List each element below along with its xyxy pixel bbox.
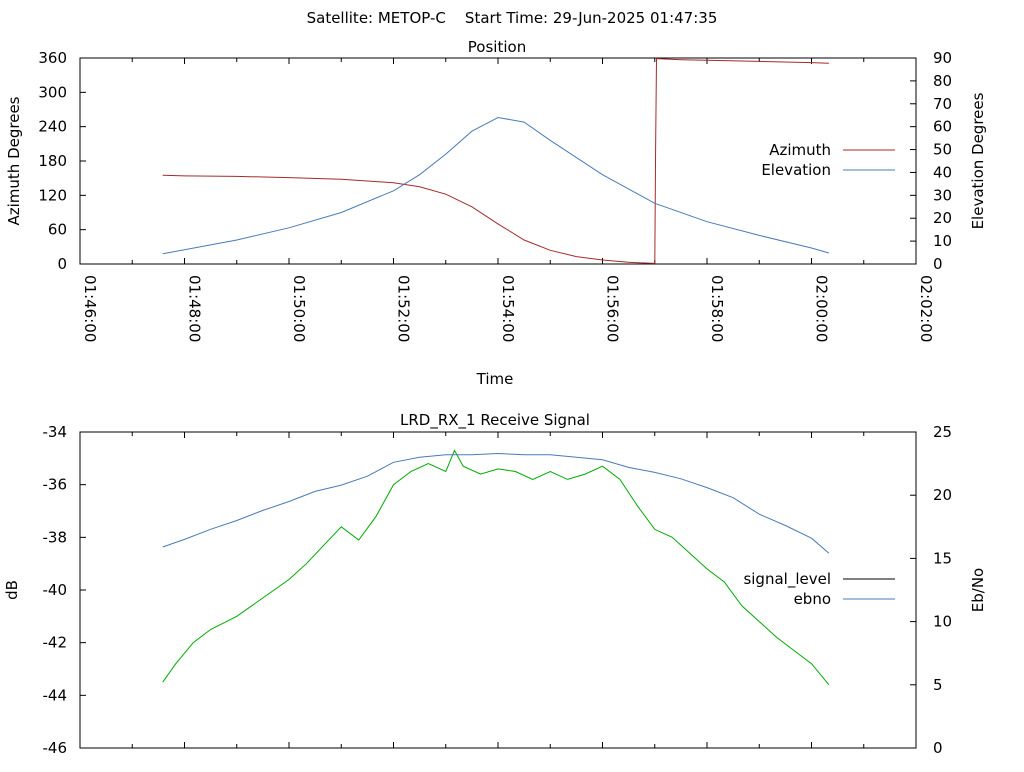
y2-tick-label: 80	[933, 72, 952, 90]
y2-tick-label: 0	[933, 255, 943, 273]
x-tick-label: 02:00:00	[813, 275, 831, 342]
y2-tick-label: 5	[933, 676, 943, 694]
y-tick-label: -36	[43, 476, 68, 494]
y-tick-label: 360	[38, 49, 67, 67]
y-tick-label: 180	[38, 152, 67, 170]
y2-tick-label: 90	[933, 49, 952, 67]
y-tick-label: -46	[43, 739, 68, 757]
series-line-ebno	[162, 452, 830, 554]
position-chart-title: Position	[468, 38, 526, 56]
y2-tick-label: 10	[933, 613, 952, 631]
y-tick-label: 0	[57, 255, 67, 273]
y2-tick-label: 60	[933, 118, 952, 136]
signal-plot-frame	[79, 431, 917, 749]
signal-y2-axis-label: Eb/No	[969, 568, 987, 612]
position-chart: Position 01:46:00 01:48:00 01:50:00 01:52:0…	[5, 38, 987, 388]
y2-tick-label: 20	[933, 486, 952, 504]
series-line-elevation	[162, 116, 830, 255]
x-tick-label: 01:52:00	[395, 275, 413, 342]
y-tick-label: -34	[43, 423, 68, 441]
receive-signal-chart: LRD_RX_1 Receive Signal -46 -44 -42 -40 -38 -…	[3, 411, 987, 757]
legend-label-ebno: ebno	[794, 590, 831, 608]
legend-label-azimuth: Azimuth	[769, 141, 831, 159]
y2-tick-label: 15	[933, 549, 952, 567]
signal-chart-title: LRD_RX_1 Receive Signal	[400, 411, 590, 430]
signal-y-axis-label: dB	[3, 580, 21, 600]
y-tick-label: 240	[38, 118, 67, 136]
y2-tick-label: 25	[933, 423, 952, 441]
x-tick-label: 01:56:00	[604, 275, 622, 342]
y2-tick-label: 30	[933, 186, 952, 204]
y-tick-label: 300	[38, 83, 67, 101]
x-tick-label: 01:58:00	[708, 275, 726, 342]
y-tick-label: 60	[48, 221, 67, 239]
report-title: Satellite: METOP-C Start Time: 29-Jun-20…	[307, 9, 718, 27]
position-y-axis-label: Azimuth Degrees	[5, 96, 23, 225]
x-tick-label: 02:02:00	[917, 275, 935, 342]
x-tick-label: 01:48:00	[186, 275, 204, 342]
y2-tick-label: 20	[933, 209, 952, 227]
y2-tick-label: 40	[933, 163, 952, 181]
position-x-axis-label: Time	[476, 370, 514, 388]
y2-tick-label: 70	[933, 95, 952, 113]
series-line-signal-level	[162, 449, 830, 686]
y2-tick-label: 0	[933, 739, 943, 757]
y-tick-label: -40	[43, 581, 68, 599]
x-tick-label: 01:50:00	[290, 275, 308, 342]
y-tick-label: -38	[43, 528, 68, 546]
y-tick-label: -42	[43, 634, 68, 652]
y2-tick-label: 50	[933, 141, 952, 159]
legend-label-elevation: Elevation	[761, 161, 831, 179]
series-line-azimuth	[162, 58, 829, 264]
legend-label-signal-level: signal_level	[743, 570, 831, 589]
x-tick-label: 01:54:00	[499, 275, 517, 342]
y2-tick-label: 10	[933, 232, 952, 250]
position-y2-axis-label: Elevation Degrees	[969, 92, 987, 229]
x-tick-label: 01:46:00	[81, 275, 99, 342]
y-tick-label: -44	[43, 686, 68, 704]
y-tick-label: 120	[38, 186, 67, 204]
